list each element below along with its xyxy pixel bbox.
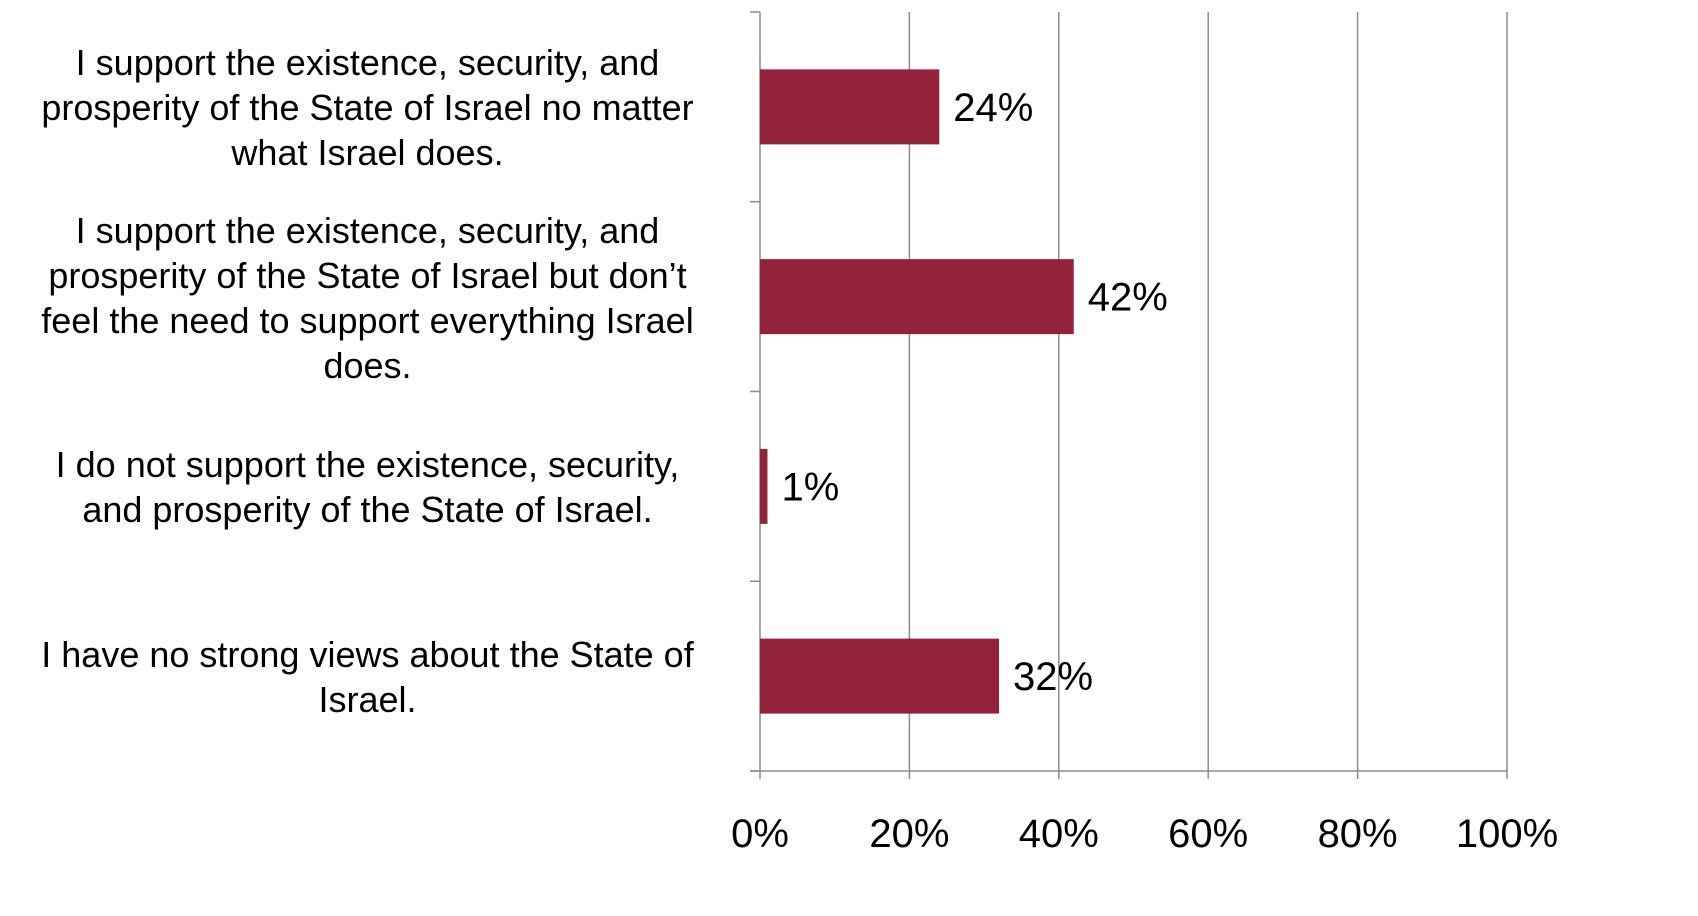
category-label-line: prosperity of the State of Israel but do…: [48, 254, 687, 296]
category-label-line: what Israel does.: [231, 132, 504, 174]
bars: [760, 69, 1074, 714]
category-label-line: does.: [323, 344, 412, 386]
data-label: 1%: [781, 465, 839, 509]
data-label: 42%: [1088, 276, 1168, 320]
x-tick-label: 40%: [1019, 812, 1099, 856]
category-label: I do not support the existence, security…: [5, 442, 730, 532]
category-label: I have no strong views about the State o…: [5, 632, 730, 722]
category-label-line: Israel.: [318, 679, 417, 721]
bar: [760, 259, 1074, 335]
x-tick-label: 20%: [869, 812, 949, 856]
category-label-line: and prosperity of the State of Israel.: [82, 489, 653, 531]
data-label: 24%: [953, 86, 1033, 130]
x-tick-label: 80%: [1318, 812, 1398, 856]
x-tick-label: 100%: [1456, 812, 1558, 856]
x-tick-label: 0%: [731, 812, 789, 856]
bar: [760, 638, 1000, 714]
x-tick-label: 60%: [1168, 812, 1248, 856]
category-label: I support the existence, security, and pr…: [5, 40, 730, 175]
category-label-line: I have no strong views about the State o…: [41, 634, 694, 676]
category-label: I support the existence, security, and pr…: [5, 208, 730, 388]
bar: [760, 448, 768, 524]
tick-labels: 0% 20% 40% 60% 80% 100%: [731, 812, 1558, 856]
data-label: 32%: [1013, 655, 1093, 699]
category-label-line: prosperity of the State of Israel no mat…: [41, 87, 694, 129]
category-label-line: I support the existence, security, and: [75, 42, 660, 84]
category-label-line: I do not support the existence, security…: [55, 444, 680, 486]
category-label-line: I support the existence, security, and: [75, 209, 660, 251]
data-labels: 24% 42% 1% 32%: [781, 86, 1167, 699]
category-label-line: feel the need to support everything Isra…: [41, 299, 694, 341]
bar: [760, 69, 940, 145]
